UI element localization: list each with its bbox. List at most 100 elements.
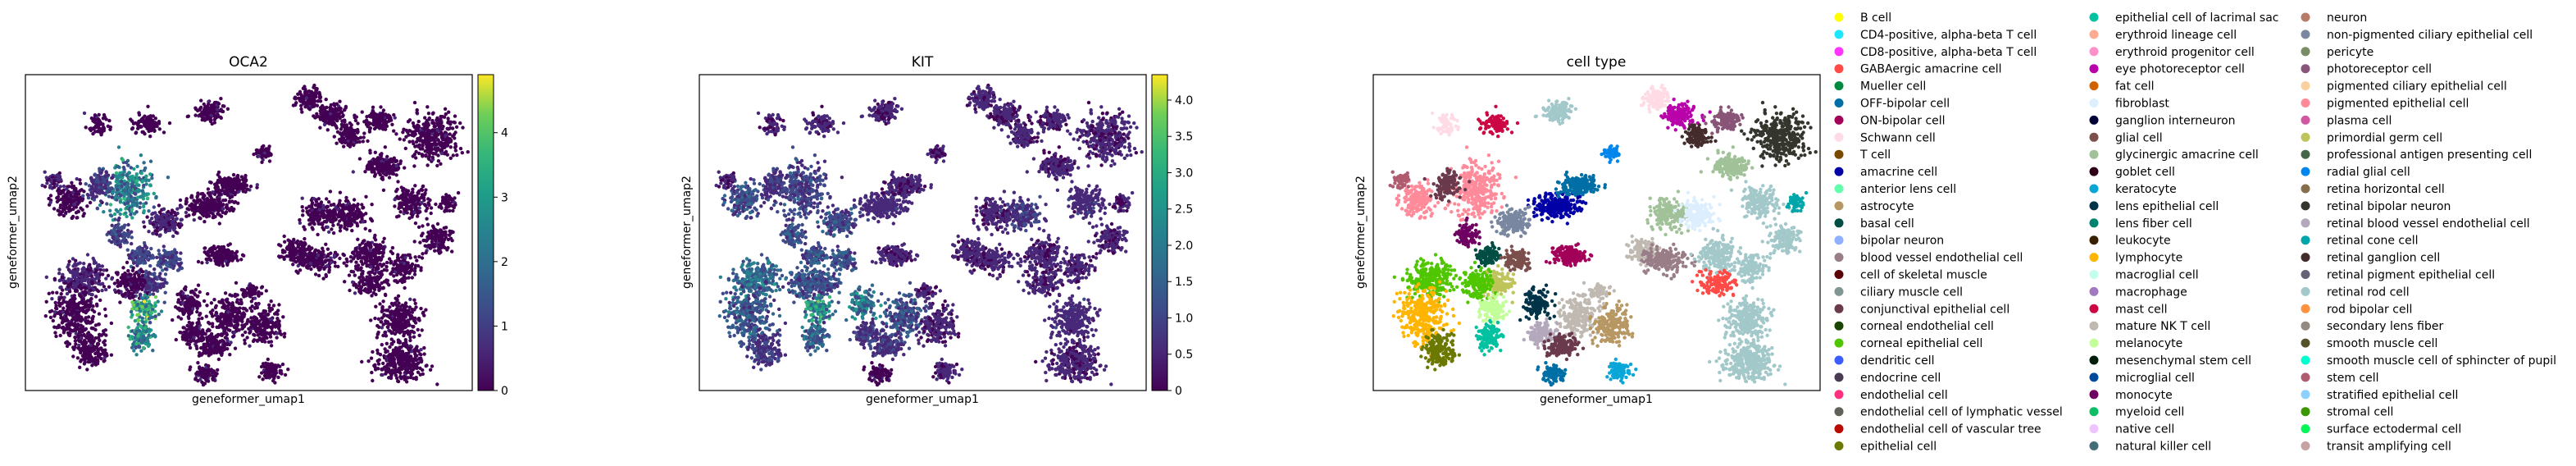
scatter-point [193,107,198,112]
scatter-point [84,272,89,276]
scatter-point [107,231,111,235]
scatter-point [209,107,214,112]
scatter-point [344,126,349,131]
scatter-point [305,89,309,94]
scatter-point [226,243,230,247]
scatter-point [178,205,183,209]
scatter-point [353,129,357,133]
scatter-point [157,313,161,317]
scatter-point [110,195,114,199]
scatter-point [137,275,141,279]
scatter-point [132,349,136,353]
scatter-point [118,283,123,288]
scatter-point [375,163,380,167]
scatter-point [172,210,176,215]
scatter-point [134,353,139,357]
scatter-point [139,340,144,345]
scatter-point [234,281,239,285]
scatter-point [82,277,86,282]
scatter-point [84,290,89,295]
scatter-point [158,254,162,258]
scatter-point [168,215,173,219]
scatter-point [134,341,139,346]
scatter-point [90,327,94,331]
scatter-point [52,314,57,318]
scatter-point [55,199,60,204]
scatter-point [132,177,136,181]
scatter-point [312,104,316,108]
scatter-point [84,320,89,324]
scatter-point [193,288,198,292]
scatter-point [224,184,228,188]
scatter-point [144,174,148,178]
scatter-point [426,156,430,161]
scatter-point [214,310,218,315]
scatter-point [426,132,430,136]
scatter-point [132,261,136,265]
scatter-point [243,330,248,335]
scatter-point [197,317,201,322]
scatter-point [153,211,157,215]
scatter-point [134,131,138,135]
scatter-point [244,322,249,326]
scatter-point [362,135,366,139]
scatter-point [64,210,68,215]
scatter-point [149,121,153,126]
scatter-point [248,320,253,324]
scatter-point [269,299,273,304]
scatter-point [291,103,296,107]
scatter-point [340,114,345,118]
scatter-point [412,100,417,105]
scatter-point [156,263,160,267]
scatter-point [115,164,119,169]
scatter-point [143,261,148,265]
scatter-point [109,186,113,190]
scatter-point [212,208,216,212]
scatter-point [60,315,64,320]
scatter-point [236,316,241,321]
scatter-point [178,264,182,268]
scatter-point [148,219,152,223]
scatter-point [454,125,459,129]
scatter-point [219,97,223,101]
scatter-point [101,190,105,195]
scatter-point [61,306,66,310]
scatter-point [124,278,128,283]
scatter-point [134,179,139,183]
scatter-point [387,158,392,162]
scatter-point [83,327,87,332]
scatter-point [76,278,80,282]
scatter-point [325,115,330,120]
scatter-point [269,344,274,348]
scatter-point [166,209,171,214]
scatter-point [146,249,150,254]
scatter-point [240,326,245,331]
scatter-point [216,318,221,322]
scatter-point [219,322,224,326]
scatter-point [241,311,246,315]
scatter-point [239,258,243,262]
scatter-point [81,214,85,218]
scatter-point [219,107,223,112]
scatter-point [89,271,93,276]
scatter-point [74,205,79,209]
scatter-point [239,298,243,302]
scatter-point [239,175,244,179]
scatter-point [137,112,142,117]
scatter-point [130,292,134,296]
scatter-point [139,324,143,328]
scatter-point [198,113,202,117]
scatter-point [125,248,130,252]
scatter-point [379,105,383,109]
scatter-point [138,189,142,193]
scatter-point [255,185,259,190]
scatter-point [215,249,220,254]
scatter-point [249,316,253,320]
scatter-point [70,184,75,188]
scatter-point [158,258,163,263]
scatter-point [203,210,207,214]
scatter-point [74,211,79,215]
scatter-point [172,228,176,232]
scatter-point [124,211,128,215]
scatter-point [63,318,67,323]
